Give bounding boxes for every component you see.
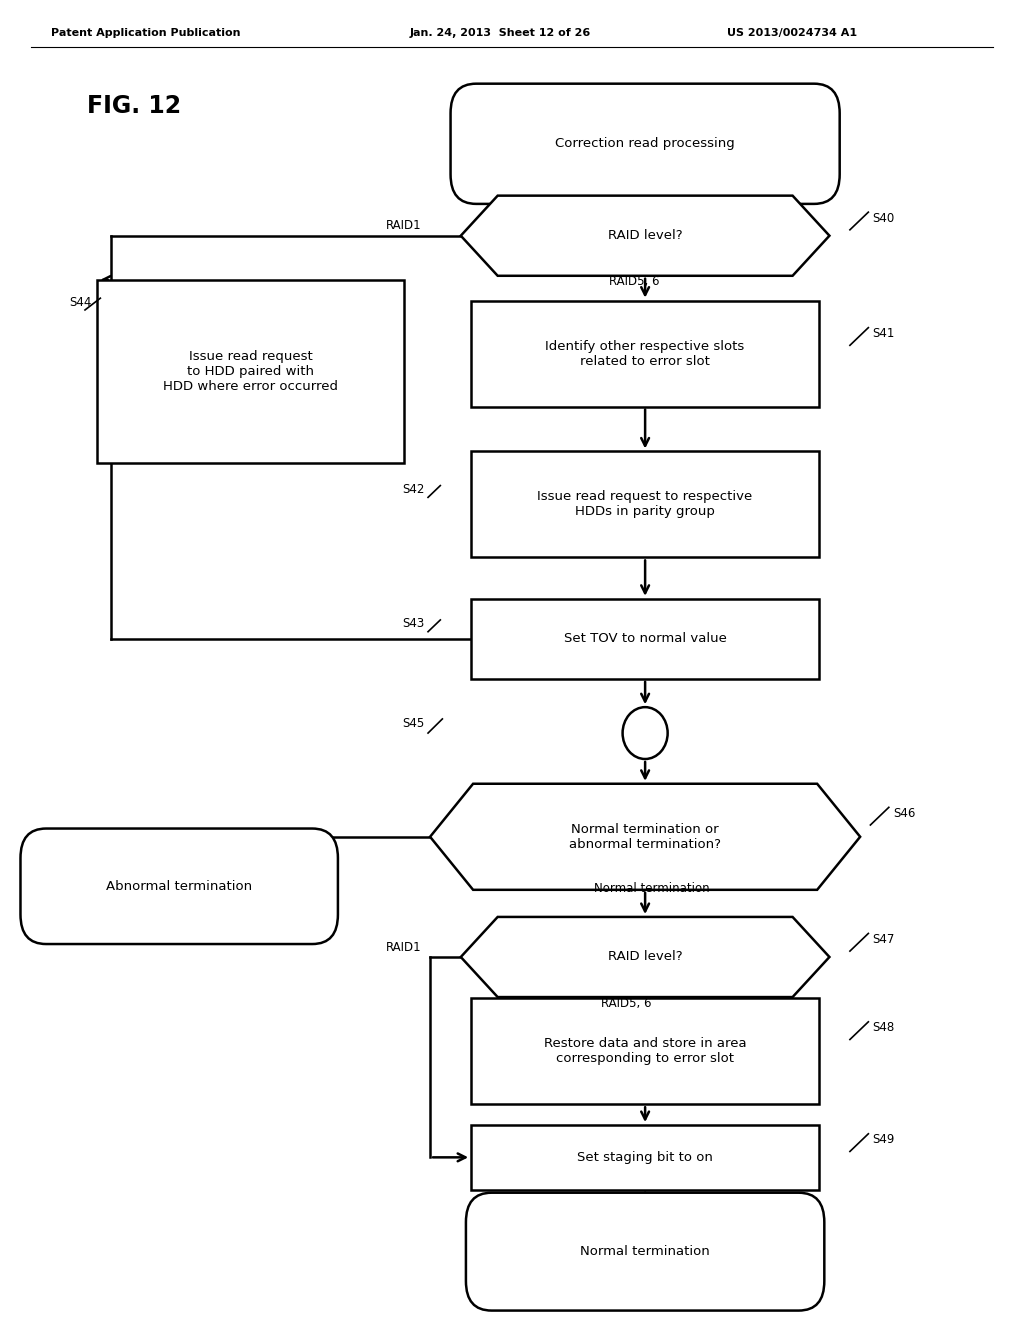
Bar xyxy=(471,301,819,407)
Bar xyxy=(471,998,819,1105)
Text: S47: S47 xyxy=(872,933,895,946)
Text: S42: S42 xyxy=(402,483,425,495)
Circle shape xyxy=(623,708,668,759)
Text: S43: S43 xyxy=(402,616,425,630)
Text: RAID1: RAID1 xyxy=(386,219,422,231)
Text: S40: S40 xyxy=(872,211,895,224)
Polygon shape xyxy=(461,917,829,997)
Text: Set TOV to normal value: Set TOV to normal value xyxy=(563,632,727,645)
Text: Normal termination: Normal termination xyxy=(594,882,710,895)
Text: RAID1: RAID1 xyxy=(386,941,422,954)
Bar xyxy=(471,1125,819,1189)
Bar xyxy=(471,451,819,557)
Text: Issue read request to respective
HDDs in parity group: Issue read request to respective HDDs in… xyxy=(538,491,753,519)
Text: Normal termination: Normal termination xyxy=(581,1245,710,1258)
Text: RAID5, 6: RAID5, 6 xyxy=(601,997,651,1010)
Text: RAID level?: RAID level? xyxy=(608,950,682,964)
FancyBboxPatch shape xyxy=(466,1193,824,1311)
Polygon shape xyxy=(430,784,860,890)
Text: Jan. 24, 2013  Sheet 12 of 26: Jan. 24, 2013 Sheet 12 of 26 xyxy=(410,28,591,38)
Text: S41: S41 xyxy=(872,327,895,341)
Text: US 2013/0024734 A1: US 2013/0024734 A1 xyxy=(727,28,857,38)
Text: Normal termination or
abnormal termination?: Normal termination or abnormal terminati… xyxy=(569,822,721,851)
FancyBboxPatch shape xyxy=(20,829,338,944)
Text: Abnormal termination: Abnormal termination xyxy=(106,880,252,892)
Bar xyxy=(97,280,404,462)
Text: FIG. 12: FIG. 12 xyxy=(87,94,181,117)
Text: S48: S48 xyxy=(872,1022,895,1034)
Text: RAID level?: RAID level? xyxy=(608,230,682,242)
Text: S49: S49 xyxy=(872,1133,895,1146)
Text: Set staging bit to on: Set staging bit to on xyxy=(578,1151,713,1164)
Polygon shape xyxy=(461,195,829,276)
Text: S46: S46 xyxy=(893,807,915,820)
Text: RAID5, 6: RAID5, 6 xyxy=(609,275,659,288)
FancyBboxPatch shape xyxy=(451,83,840,203)
Text: Restore data and store in area
corresponding to error slot: Restore data and store in area correspon… xyxy=(544,1038,746,1065)
Bar xyxy=(471,599,819,678)
Text: Correction read processing: Correction read processing xyxy=(555,137,735,150)
Text: S45: S45 xyxy=(402,717,425,730)
Text: Patent Application Publication: Patent Application Publication xyxy=(51,28,241,38)
Text: Issue read request
to HDD paired with
HDD where error occurred: Issue read request to HDD paired with HD… xyxy=(164,350,338,393)
Text: Identify other respective slots
related to error slot: Identify other respective slots related … xyxy=(546,339,744,367)
Text: S44: S44 xyxy=(70,297,92,309)
